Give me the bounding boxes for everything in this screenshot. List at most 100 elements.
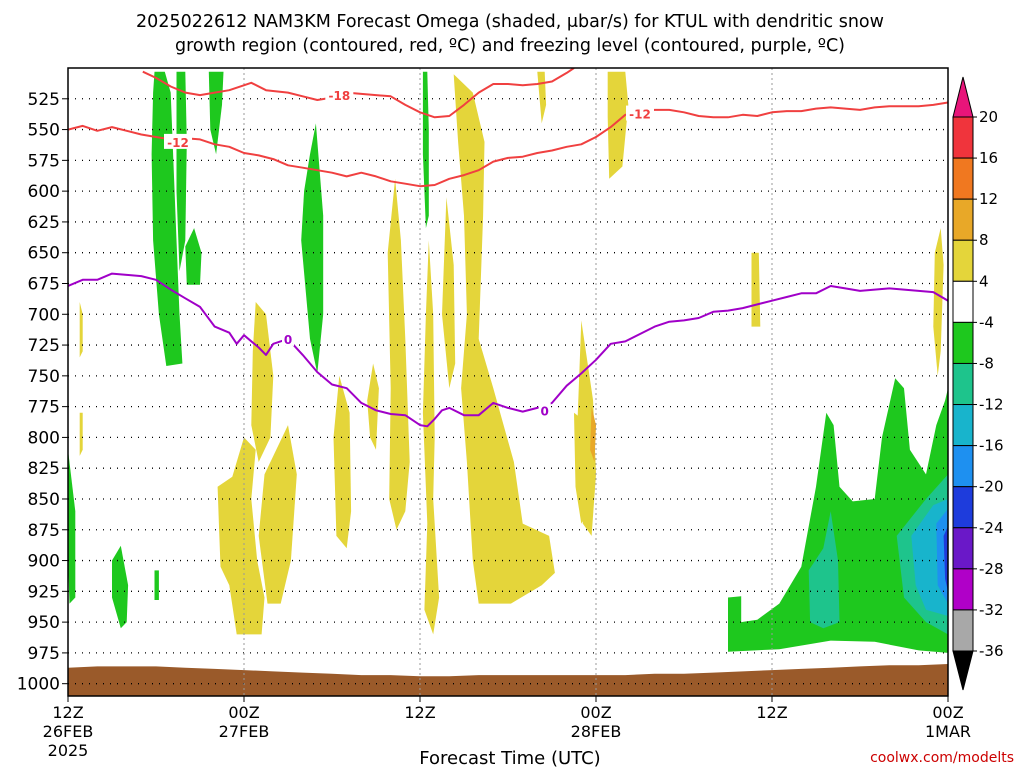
omega-region (185, 228, 202, 285)
colorbar-bin (952, 486, 974, 529)
colorbar-bin (952, 527, 974, 570)
x-tick-label: 12Z (756, 703, 787, 722)
ground-surface (68, 664, 948, 696)
colorbar-label: -20 (979, 478, 1004, 496)
x-tick-label: 2025 (48, 741, 89, 760)
contour-label: 0 (540, 404, 548, 418)
x-tick-label: 00Z (580, 703, 611, 722)
freezing-level-line (68, 272, 948, 428)
colorbar-bin (952, 362, 974, 406)
colorbar-label: -32 (979, 601, 1004, 619)
omega-region (176, 71, 187, 272)
omega-region (590, 406, 596, 462)
omega-region (453, 74, 555, 604)
omega-region (217, 437, 265, 635)
contour-label: -18 (328, 89, 350, 103)
colorbar-label: 8 (979, 231, 989, 249)
omega-region (808, 511, 840, 629)
colorbar-label: 16 (979, 149, 998, 167)
colorbar-label: -24 (979, 519, 1004, 537)
omega-region (367, 363, 379, 450)
colorbar-bin (952, 239, 974, 282)
colorbar-bin (952, 198, 974, 241)
contour-label-bg (164, 133, 192, 149)
y-tick-label: 850 (28, 490, 60, 510)
contour-labels: -18 -12 -12 0 0 (164, 87, 654, 418)
colorbar-bin (952, 321, 974, 364)
y-tick-label: 975 (28, 644, 60, 664)
y-tick-label: 800 (28, 428, 60, 448)
y-tick-label: 650 (28, 244, 60, 264)
y-axis: 525 550 575 600 625 650 675 700 725 750 775 800 825 8… (17, 90, 68, 695)
contour-label: 0 (284, 333, 292, 347)
omega-region (258, 425, 297, 604)
chart-title-line2: growth region (contoured, red, ºC) and f… (175, 36, 845, 56)
x-tick-label: 12Z (404, 703, 435, 722)
y-tick-label: 925 (28, 582, 60, 602)
colorbar-bin (952, 404, 974, 447)
x-tick-label: 1MAR (925, 722, 971, 741)
omega-region (537, 71, 547, 124)
colorbar-bin (952, 280, 974, 323)
y-tick-label: 1000 (17, 675, 60, 695)
y-tick-label: 625 (28, 213, 60, 233)
omega-region (936, 508, 948, 604)
colorbar-label: 20 (979, 108, 998, 126)
y-tick-label: 600 (28, 182, 60, 202)
omega-region (154, 570, 159, 600)
y-tick-label: 675 (28, 274, 60, 294)
plot-frame (67, 67, 949, 697)
contour-label-bg (626, 105, 654, 121)
omega-region (751, 252, 761, 327)
colorbar: 20 16 12 8 4 -4 -8 -12 -16 -20 -24 -28 -32 -36 (952, 76, 1004, 691)
omega-region (79, 412, 83, 456)
omega-region (933, 228, 944, 376)
temperature-contours (68, 68, 948, 428)
colorbar-bin (952, 157, 974, 200)
y-tick-label: 550 (28, 121, 60, 141)
colorbar-bin (952, 445, 974, 488)
colorbar-top-arrow (952, 76, 974, 118)
ground-area (68, 664, 948, 696)
x-axis-title: Forecast Time (UTC) (419, 748, 600, 768)
colorbar-bin (952, 609, 974, 652)
colorbar-label: -16 (979, 437, 1004, 455)
y-tick-label: 775 (28, 398, 60, 418)
colorbar-label: 12 (979, 190, 998, 208)
colorbar-label: 4 (979, 272, 989, 290)
colorbar-label: -12 (979, 396, 1004, 414)
y-tick-label: 750 (28, 367, 60, 387)
omega-region (422, 240, 440, 635)
x-tick-label: 12Z (52, 703, 83, 722)
omega-region (387, 178, 410, 530)
credit-link[interactable]: coolwx.com/modelts (870, 750, 1014, 766)
colorbar-bin (952, 568, 974, 611)
omega-region (301, 123, 324, 374)
colorbar-label: -36 (979, 642, 1004, 660)
omega-region (943, 526, 948, 592)
x-tick-label: 00Z (228, 703, 259, 722)
y-tick-label: 725 (28, 336, 60, 356)
omega-region (112, 545, 129, 629)
y-tick-label: 700 (28, 305, 60, 325)
colorbar-bottom-arrow (952, 650, 974, 691)
colorbar-bin (952, 116, 974, 159)
omega-region (422, 71, 429, 229)
x-tick-label: 00Z (932, 703, 963, 722)
contour-label: -12 (629, 108, 651, 122)
colorbar-label: -4 (979, 313, 994, 331)
omega-region (728, 378, 948, 653)
isotherm-minus18-line (142, 68, 575, 119)
contour-label-bg (538, 402, 551, 418)
x-tick-label: 27FEB (219, 722, 270, 741)
omega-region (251, 302, 274, 462)
contour-label: -12 (167, 136, 189, 150)
omega-region (68, 449, 76, 604)
contour-label-bg (325, 87, 354, 103)
omega-region (442, 197, 456, 389)
y-tick-label: 525 (28, 90, 60, 110)
omega-region (208, 71, 224, 155)
y-tick-label: 825 (28, 459, 60, 479)
